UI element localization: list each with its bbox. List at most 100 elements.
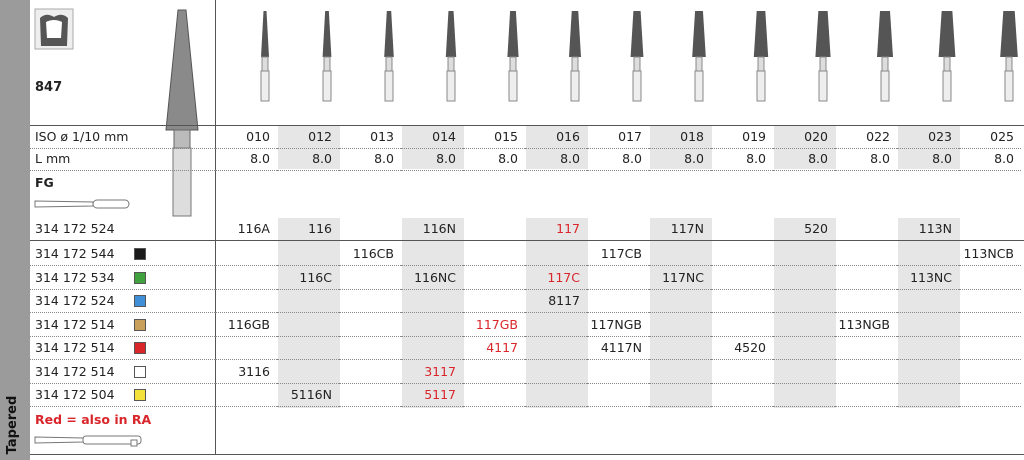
article-number: 314 172 504 — [30, 384, 215, 407]
cell — [277, 290, 339, 313]
sidebar-label: Tapered — [5, 395, 20, 455]
cell — [711, 314, 773, 337]
cell — [525, 361, 587, 384]
cell — [587, 290, 649, 313]
cell — [525, 314, 587, 337]
cell — [773, 384, 835, 407]
article-number: 314 172 514 — [30, 314, 215, 337]
cell — [649, 290, 711, 313]
cell — [463, 218, 525, 241]
cell: 113NC — [897, 267, 959, 290]
cell — [897, 337, 959, 360]
cell — [649, 314, 711, 337]
cell — [897, 361, 959, 384]
cell — [835, 218, 897, 241]
cell: 116N — [422, 221, 456, 236]
cell — [773, 361, 835, 384]
cell: 117N — [670, 221, 704, 236]
rule — [30, 240, 1024, 241]
swatch — [134, 389, 146, 401]
ra-icon — [34, 435, 142, 447]
iso-label: ISO ø 1/10 mm — [30, 126, 215, 149]
cell: 4117N — [587, 337, 649, 360]
column-shade — [402, 125, 464, 169]
cell — [959, 218, 1021, 241]
cell: 113N — [918, 221, 952, 236]
cell — [711, 290, 773, 313]
cell — [401, 243, 463, 266]
bur-drawing — [630, 11, 644, 102]
length: 8.0 — [277, 148, 339, 171]
swatch — [134, 318, 146, 331]
cell: 520 — [804, 221, 828, 236]
bur-drawing — [507, 11, 519, 102]
cell — [587, 267, 649, 290]
length: 8.0 — [897, 148, 959, 171]
cell: 113NCB — [959, 243, 1021, 266]
cell: 116NC — [401, 267, 463, 290]
length: 8.0 — [835, 148, 897, 171]
cell — [277, 314, 339, 337]
cell — [401, 290, 463, 313]
column-shade — [526, 218, 588, 408]
cell: 3116 — [215, 361, 277, 384]
cell: 113NGB — [835, 314, 897, 337]
bur-drawing — [322, 11, 332, 102]
length: 8.0 — [525, 148, 587, 171]
cell — [525, 337, 587, 360]
cell — [835, 384, 897, 407]
bur-drawing — [445, 11, 457, 102]
cell: 4520 — [711, 337, 773, 360]
cell — [525, 384, 587, 407]
cell — [897, 243, 959, 266]
cell: 116 — [308, 221, 332, 236]
column-shade — [278, 218, 340, 408]
cell: 117CB — [587, 243, 649, 266]
cell — [339, 218, 401, 241]
iso-size: 022 — [835, 126, 897, 149]
cell — [587, 384, 649, 407]
cell — [959, 361, 1021, 384]
cell: 117GB — [463, 314, 525, 337]
cell — [773, 243, 835, 266]
cell — [339, 361, 401, 384]
cell: 117NGB — [587, 314, 649, 337]
column-shade — [650, 218, 712, 408]
swatch — [134, 342, 146, 354]
bur-image — [165, 9, 199, 217]
column-shade — [650, 125, 712, 169]
cell — [463, 290, 525, 313]
length: 8.0 — [959, 148, 1021, 171]
bur-drawing — [692, 11, 706, 102]
cell — [959, 384, 1021, 407]
rule — [30, 125, 1024, 126]
length: 8.0 — [587, 148, 649, 171]
cell — [339, 290, 401, 313]
cell — [897, 314, 959, 337]
divider — [215, 0, 216, 455]
cell — [773, 337, 835, 360]
cell — [649, 243, 711, 266]
iso-size: 018 — [649, 126, 711, 149]
iso-size: 014 — [401, 126, 463, 149]
article-number: 314 172 514 — [30, 337, 215, 360]
cell: 4117 — [463, 337, 525, 360]
iso-size: 016 — [525, 126, 587, 149]
cell — [277, 243, 339, 266]
cell — [835, 361, 897, 384]
column-shade — [898, 125, 960, 169]
fg-icon — [34, 199, 130, 209]
cell: 5116N — [277, 384, 339, 407]
cell — [835, 243, 897, 266]
cell — [215, 337, 277, 360]
cell — [463, 243, 525, 266]
cell — [215, 290, 277, 313]
cell — [897, 384, 959, 407]
cell — [339, 384, 401, 407]
cell — [835, 337, 897, 360]
cell: 117C — [525, 267, 587, 290]
cell — [835, 267, 897, 290]
length: 8.0 — [215, 148, 277, 171]
iso-size: 013 — [339, 126, 401, 149]
column-shade — [774, 218, 836, 408]
